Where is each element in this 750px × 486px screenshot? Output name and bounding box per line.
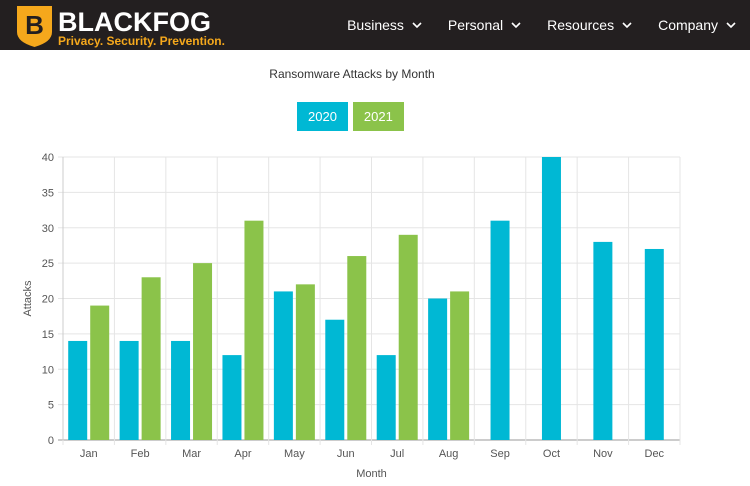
y-tick-label: 0 bbox=[48, 435, 54, 447]
bar-2020-jul[interactable] bbox=[376, 355, 396, 440]
bar-2020-apr[interactable] bbox=[222, 355, 242, 440]
x-tick-label-jun: Jun bbox=[337, 448, 355, 460]
nav-resources[interactable]: Resources bbox=[547, 17, 632, 33]
x-tick-label-jan: Jan bbox=[80, 448, 98, 460]
brand-name-black: BLACK bbox=[58, 7, 153, 37]
bar-2020-jan[interactable] bbox=[68, 340, 88, 440]
y-tick-label: 15 bbox=[42, 329, 54, 341]
nav-business-label: Business bbox=[347, 17, 404, 33]
y-tick-label: 10 bbox=[42, 364, 54, 376]
bar-2020-mar[interactable] bbox=[171, 340, 191, 440]
nav-company[interactable]: Company bbox=[658, 17, 736, 33]
bar-2021-jan[interactable] bbox=[90, 305, 110, 440]
main-nav: Business Personal Resources Company bbox=[347, 0, 750, 50]
bar-2021-may[interactable] bbox=[295, 284, 315, 440]
y-axis-title: Attacks bbox=[22, 280, 34, 317]
brand-tagline: Privacy. Security. Prevention. bbox=[58, 34, 225, 48]
nav-resources-label: Resources bbox=[547, 17, 615, 33]
chart-title: Ransomware Attacks by Month bbox=[269, 67, 435, 81]
bar-2021-jun[interactable] bbox=[347, 256, 367, 440]
nav-company-label: Company bbox=[658, 17, 718, 33]
nav-personal-label: Personal bbox=[447, 17, 504, 33]
chevron-down-icon bbox=[726, 21, 736, 28]
x-tick-label-sep: Sep bbox=[490, 448, 510, 460]
bar-2020-sep[interactable] bbox=[490, 220, 510, 440]
y-tick-label: 30 bbox=[42, 223, 54, 235]
bar-2021-apr[interactable] bbox=[244, 220, 264, 440]
x-tick-label-may: May bbox=[284, 448, 305, 460]
x-tick-label-jul: Jul bbox=[390, 448, 404, 460]
bar-chart: 0 5 10 15 20 25 30 35 40 Jan Feb Mar Apr May Jun Jul Aug… bbox=[22, 152, 681, 480]
bar-2020-nov[interactable] bbox=[593, 241, 613, 440]
y-tick-label: 20 bbox=[42, 294, 54, 306]
x-tick-label-apr: Apr bbox=[234, 448, 251, 460]
x-tick-label-nov: Nov bbox=[593, 448, 613, 460]
bar-2021-mar[interactable] bbox=[193, 263, 213, 440]
bar-2020-dec[interactable] bbox=[644, 248, 664, 440]
blackfog-logo[interactable]: B BLACKFOG Privacy. Security. Prevention… bbox=[14, 4, 234, 48]
logo-letter: B bbox=[25, 10, 44, 40]
legend-2020-button[interactable]: 2020 bbox=[297, 102, 348, 131]
shield-logo-icon bbox=[17, 6, 52, 47]
x-tick-label-dec: Dec bbox=[645, 448, 665, 460]
bar-2021-feb[interactable] bbox=[141, 277, 161, 440]
bar-2021-aug[interactable] bbox=[450, 291, 470, 440]
bar-2020-jun[interactable] bbox=[325, 319, 345, 440]
y-tick-label: 25 bbox=[42, 258, 54, 270]
x-tick-label-mar: Mar bbox=[182, 448, 201, 460]
y-tick-label: 40 bbox=[42, 152, 54, 164]
y-tick-label: 5 bbox=[48, 400, 54, 412]
bar-2020-oct[interactable] bbox=[541, 157, 561, 440]
x-tick-label-aug: Aug bbox=[439, 448, 459, 460]
brand-name: BLACKFOG bbox=[58, 7, 211, 37]
chevron-down-icon bbox=[511, 21, 521, 28]
bar-2020-feb[interactable] bbox=[119, 340, 139, 440]
bar-2020-may[interactable] bbox=[273, 291, 293, 440]
chevron-down-icon bbox=[622, 21, 632, 28]
nav-business[interactable]: Business bbox=[347, 17, 422, 33]
y-tick-label: 35 bbox=[42, 187, 54, 199]
chart-legend: 2020 2021 bbox=[297, 102, 409, 131]
x-tick-label-oct: Oct bbox=[543, 448, 560, 460]
bar-2020-aug[interactable] bbox=[428, 298, 448, 441]
x-axis-title: Month bbox=[356, 468, 387, 480]
nav-personal[interactable]: Personal bbox=[448, 17, 521, 33]
site-header: B BLACKFOG Privacy. Security. Prevention… bbox=[0, 0, 750, 50]
chevron-down-icon bbox=[412, 21, 422, 28]
brand-name-fog: FOG bbox=[153, 7, 212, 37]
bar-2021-jul[interactable] bbox=[398, 234, 418, 440]
x-tick-label-feb: Feb bbox=[131, 448, 150, 460]
legend-2021-button[interactable]: 2021 bbox=[352, 102, 404, 131]
